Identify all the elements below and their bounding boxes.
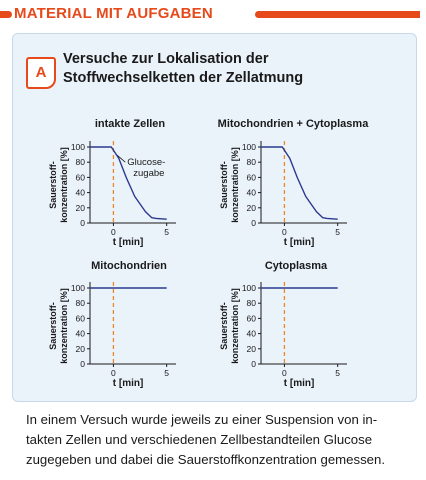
y-axis-label-line2: konzentration [%]	[59, 147, 69, 223]
chart-4: Cytoplasma 0 20 40 60 80 100 0 5 t [min] Sauerstof…	[219, 260, 347, 389]
y-tick-label: 0	[251, 359, 256, 369]
y-tick-label: 80	[247, 298, 257, 308]
y-tick-label: 20	[76, 344, 86, 354]
x-axis-label: t [min]	[284, 237, 315, 248]
x-tick-label: 5	[335, 368, 340, 378]
task-heading: Versuche zur Lokalisation der Stoffwechs…	[63, 50, 393, 88]
y-tick-label: 100	[71, 142, 85, 152]
y-tick-label: 80	[76, 298, 86, 308]
annotation-line1: Glucose-	[127, 157, 165, 168]
banner-bar-right	[255, 11, 420, 18]
caption-line2: takten Zellen und verschiedenen Zellbest…	[26, 432, 373, 447]
y-axis-label-line1: Sauerstoff-	[219, 302, 229, 350]
x-tick-label: 5	[164, 227, 169, 237]
chart-title: Cytoplasma	[265, 260, 328, 272]
x-tick-label: 0	[282, 368, 287, 378]
material-card	[12, 33, 417, 402]
x-tick-label: 5	[335, 227, 340, 237]
y-tick-label: 40	[76, 329, 86, 339]
y-tick-label: 80	[247, 157, 257, 167]
y-axis-label-line2: konzentration [%]	[230, 147, 240, 223]
section-title: MATERIAL MIT AUFGABEN	[14, 5, 213, 22]
oxygen-series-line	[261, 146, 338, 220]
y-tick-label: 100	[71, 283, 85, 293]
y-tick-label: 80	[76, 157, 86, 167]
y-axis-label-line2: konzentration [%]	[59, 288, 69, 364]
x-tick-label: 0	[111, 368, 116, 378]
annotation-line2: zugabe	[133, 168, 164, 179]
task-heading-line2: Stoffwechselketten der Zellatmung	[63, 70, 304, 86]
chart-3: Mitochondrien 0 20 40 60 80 100 0 5 t [min] Sauers…	[48, 260, 176, 389]
y-tick-label: 0	[80, 218, 85, 228]
caption-line1: In einem Versuch wurde jeweils zu einer …	[26, 412, 378, 427]
chart-1: intakte Zellen 0 20 40 60 80 100 0 5 t [min] Sauer…	[48, 118, 176, 248]
y-tick-label: 40	[76, 188, 86, 198]
y-axis-label-line1: Sauerstoff-	[48, 161, 58, 209]
y-tick-label: 20	[76, 203, 86, 213]
y-tick-label: 60	[76, 172, 86, 182]
y-tick-label: 100	[242, 283, 256, 293]
y-tick-label: 60	[76, 313, 86, 323]
banner-bar-left	[0, 11, 12, 18]
x-tick-label: 0	[282, 227, 287, 237]
y-tick-label: 0	[251, 218, 256, 228]
chart-title: Mitochondrien + Cytoplasma	[218, 118, 370, 130]
chart-title: intakte Zellen	[95, 118, 166, 130]
chart-title: Mitochondrien	[91, 260, 167, 272]
x-tick-label: 0	[111, 227, 116, 237]
caption-line3: zugegeben und dabei die Sauerstoffkonzen…	[26, 452, 386, 467]
oxygen-series-line	[90, 146, 167, 220]
caption-text: In einem Versuch wurde jeweils zu einer …	[26, 410, 406, 470]
task-badge: A	[26, 57, 56, 89]
y-tick-label: 40	[247, 329, 257, 339]
x-tick-label: 5	[164, 368, 169, 378]
x-axis-label: t [min]	[113, 378, 144, 389]
section-banner: MATERIAL MIT AUFGABEN	[0, 3, 426, 25]
y-axis-label-line2: konzentration [%]	[230, 288, 240, 364]
task-heading-line1: Versuche zur Lokalisation der	[63, 51, 269, 67]
y-tick-label: 20	[247, 203, 257, 213]
chart-2: Mitochondrien + Cytoplasma 0 20 40 60 80 100 0 5…	[218, 118, 370, 248]
x-axis-label: t [min]	[113, 237, 144, 248]
y-tick-label: 60	[247, 172, 257, 182]
y-tick-label: 40	[247, 188, 257, 198]
y-tick-label: 60	[247, 313, 257, 323]
y-axis-label-line1: Sauerstoff-	[48, 302, 58, 350]
y-tick-label: 0	[80, 359, 85, 369]
y-tick-label: 100	[242, 142, 256, 152]
y-tick-label: 20	[247, 344, 257, 354]
x-axis-label: t [min]	[284, 378, 315, 389]
y-axis-label-line1: Sauerstoff-	[219, 161, 229, 209]
